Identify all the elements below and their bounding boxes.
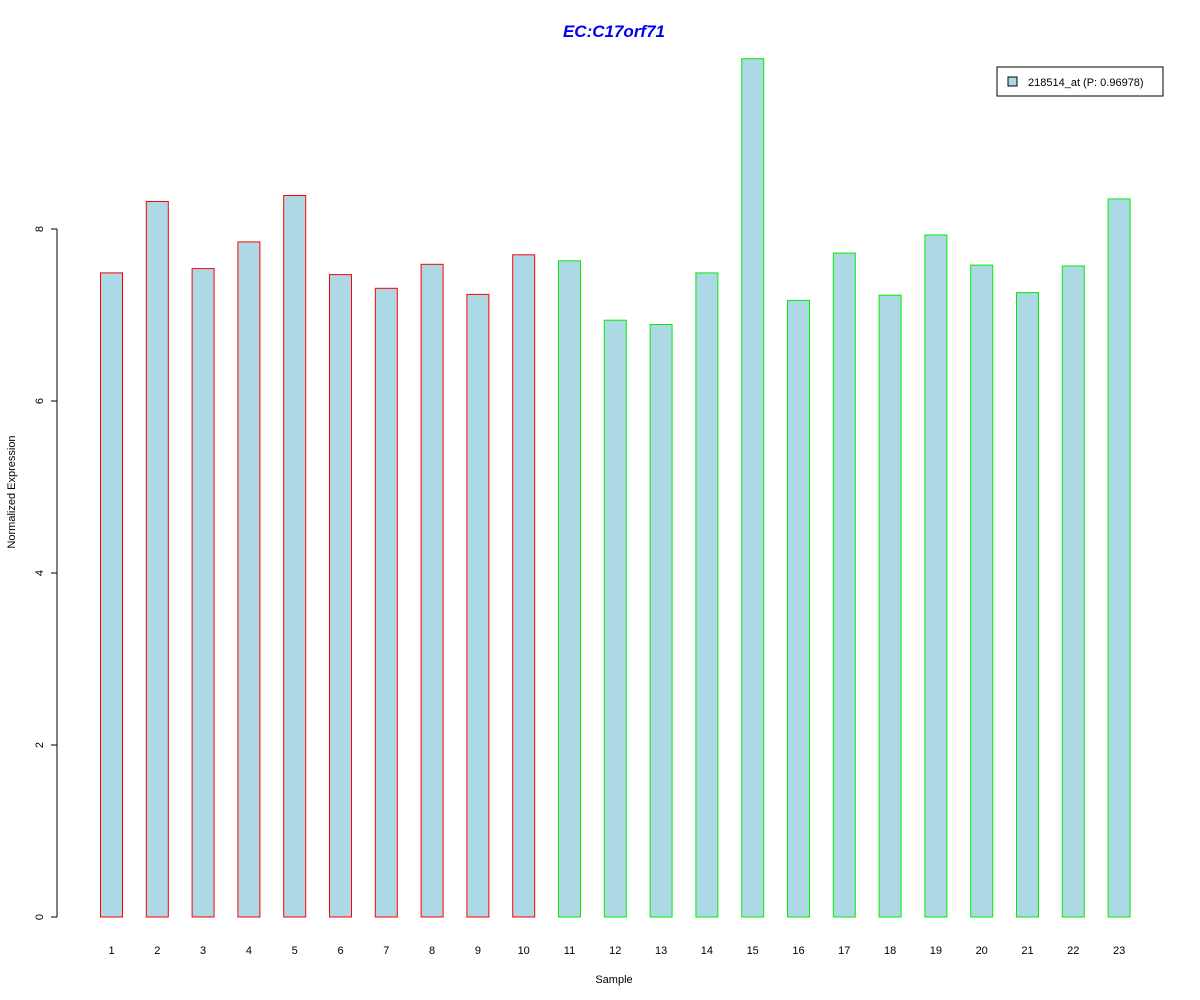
y-axis: 0 2 4 6 8 [34,226,58,920]
chart-title: EC:C17orf71 [563,22,665,41]
bar-sample-11 [558,260,581,918]
x-tick-label: 13 [655,945,667,957]
x-tick-label: 22 [1067,945,1079,957]
x-tick-label: 14 [701,945,713,957]
x-tick-label: 18 [884,945,896,957]
legend: 218514_at (P: 0.96978) [996,66,1164,97]
y-tick-label: 2 [34,742,46,748]
x-tick-label: 11 [564,945,575,957]
x-tick-label: 3 [200,945,206,957]
x-tick-label: 23 [1113,945,1125,957]
legend-box [996,66,1164,97]
x-axis-label: Sample [595,974,632,986]
bar-sample-4 [237,241,261,918]
x-tick-label: 15 [747,945,759,957]
bar-sample-15 [741,58,765,918]
bar-sample-17 [832,252,856,918]
x-tick-label: 7 [383,945,389,957]
bar-sample-18 [878,294,902,918]
bar-sample-9 [466,293,490,918]
bar-sample-19 [924,234,948,918]
x-tick-label: 19 [930,945,942,957]
bar-sample-13 [649,324,673,918]
bar-sample-5 [283,195,307,918]
bar-sample-14 [695,272,719,918]
bar-sample-8 [420,263,444,918]
y-tick-label: 4 [34,570,46,576]
legend-swatch [1007,76,1018,87]
bar-sample-22 [1061,265,1085,918]
legend-label: 218514_at (P: 0.96978) [1028,77,1144,89]
x-tick-label: 20 [976,945,988,957]
x-tick-label: 16 [792,945,804,957]
y-axis-label: Normalized Expression [6,435,18,548]
bar-sample-10 [512,254,536,918]
x-tick-label: 10 [518,945,530,957]
bar-sample-16 [787,299,810,918]
x-tick-label: 9 [475,945,481,957]
x-tick-label: 8 [429,945,435,957]
bar-sample-21 [1016,292,1039,918]
y-tick-label: 0 [34,914,46,920]
bar-sample-3 [191,268,215,918]
bar-sample-7 [374,287,398,918]
y-tick-label: 8 [34,226,46,232]
bar-sample-12 [603,319,627,918]
x-tick-label: 21 [1021,945,1033,957]
bar-sample-23 [1107,198,1131,918]
x-tick-label: 6 [337,945,343,957]
x-tick-labels: 1 2 3 4 5 6 7 8 9 10 11 12 13 14 15 16 17 18 19 20 21 22 23 [108,945,1125,957]
x-tick-label: 4 [246,945,252,957]
x-tick-label: 17 [838,945,850,957]
x-tick-label: 5 [292,945,298,957]
x-tick-label: 12 [609,945,621,957]
bar-sample-6 [329,274,352,918]
y-tick-label: 6 [34,398,46,404]
x-tick-label: 2 [154,945,160,957]
bar-sample-2 [145,201,169,918]
bar-sample-1 [100,272,123,918]
bar-sample-20 [970,264,994,918]
x-tick-label: 1 [108,945,114,957]
bars [100,58,1131,918]
